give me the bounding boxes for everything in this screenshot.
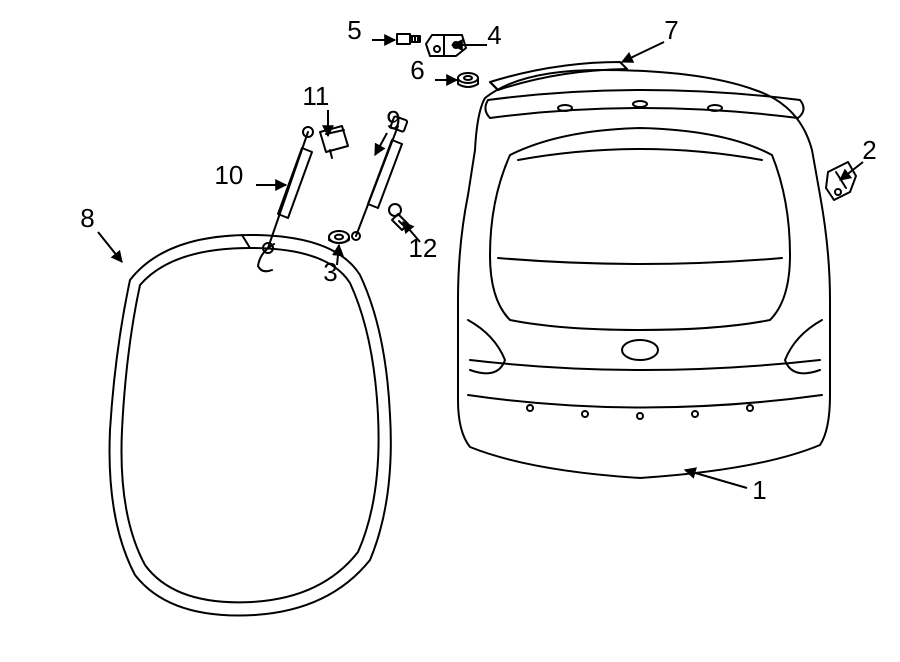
callout-label-11: 11 xyxy=(302,83,329,109)
callout-arrows xyxy=(0,0,900,662)
callout-label-8: 8 xyxy=(80,205,94,231)
callout-label-7: 7 xyxy=(664,17,678,43)
callout-arrow-7 xyxy=(622,42,664,62)
callout-label-12: 12 xyxy=(408,235,437,261)
callout-arrow-9 xyxy=(375,133,387,155)
callout-label-4: 4 xyxy=(487,22,501,48)
callout-label-2: 2 xyxy=(862,137,876,163)
callout-label-1: 1 xyxy=(752,477,766,503)
callout-label-5: 5 xyxy=(347,17,361,43)
callout-arrow-1 xyxy=(685,470,747,488)
diagram-stage: 123456789101112 xyxy=(0,0,900,662)
callout-label-10: 10 xyxy=(214,162,243,188)
callout-label-3: 3 xyxy=(323,259,337,285)
callout-label-9: 9 xyxy=(386,107,400,133)
callout-arrow-8 xyxy=(98,232,122,262)
callout-label-6: 6 xyxy=(410,57,424,83)
callout-arrow-2 xyxy=(840,162,863,180)
